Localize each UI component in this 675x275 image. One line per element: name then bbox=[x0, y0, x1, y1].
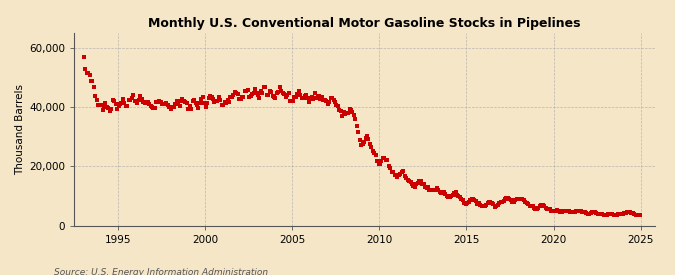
Text: Source: U.S. Energy Information Administration: Source: U.S. Energy Information Administ… bbox=[54, 268, 268, 275]
Title: Monthly U.S. Conventional Motor Gasoline Stocks in Pipelines: Monthly U.S. Conventional Motor Gasoline… bbox=[148, 17, 580, 31]
Y-axis label: Thousand Barrels: Thousand Barrels bbox=[15, 84, 25, 175]
